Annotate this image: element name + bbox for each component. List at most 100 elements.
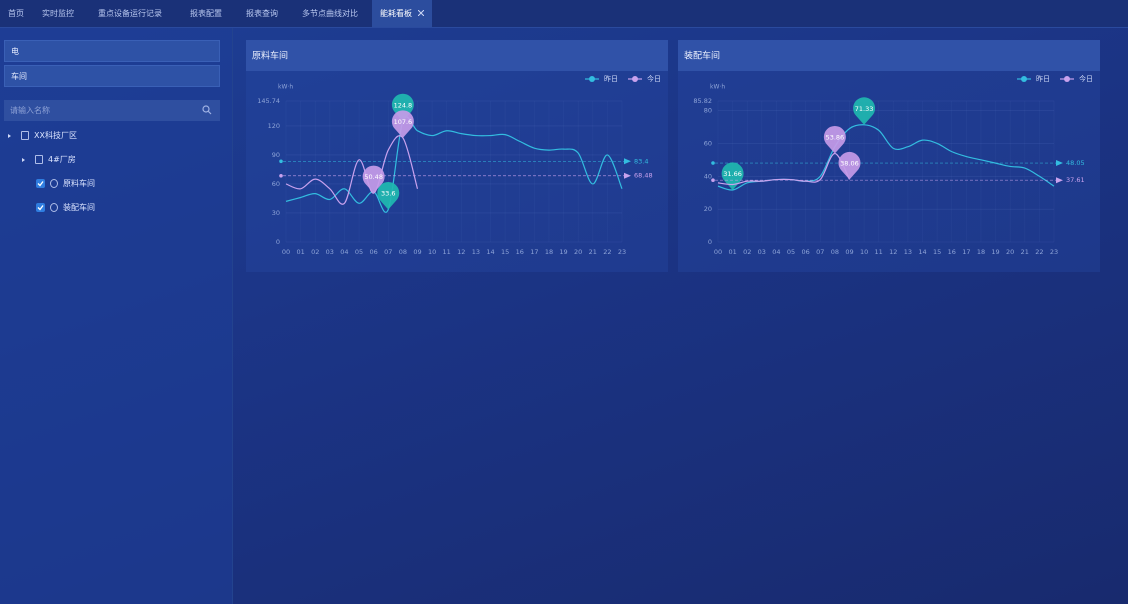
y-tick-label: 20 — [704, 205, 712, 213]
x-tick-label: 11 — [443, 248, 451, 256]
chart: 原料车间 kW·h 0 30 60 90 120 145.74 00 01 02 03 04 05 06 07… — [246, 40, 668, 272]
legend-dot — [632, 76, 638, 82]
x-tick-label: 17 — [530, 248, 538, 256]
energy-select[interactable]: 电 — [4, 40, 220, 62]
average-start — [711, 178, 715, 183]
x-tick-label: 09 — [413, 248, 421, 256]
checkbox — [36, 203, 45, 212]
tab[interactable]: 首页 — [8, 9, 24, 18]
y-unit: kW·h — [710, 84, 725, 91]
x-tick-label: 09 — [845, 248, 853, 256]
tree-node[interactable]: 原料车间 — [36, 177, 95, 191]
tab[interactable]: 重点设备运行记录 — [98, 9, 162, 18]
y-tick-label: 60 — [704, 139, 712, 147]
average-start — [711, 161, 715, 165]
tab[interactable]: 实时监控 — [42, 9, 74, 18]
legend-dot — [1064, 76, 1070, 82]
legend-label: 今日 — [647, 74, 661, 83]
close-icon[interactable] — [417, 9, 425, 17]
y-tick-label: 80 — [704, 107, 712, 115]
panel-header — [246, 40, 668, 71]
series-line — [285, 135, 419, 205]
x-tick-label: 19 — [559, 248, 567, 256]
chart-title: 原料车间 — [252, 50, 288, 62]
x-tick-label: 23 — [1050, 248, 1058, 256]
tab[interactable]: 报表配置 — [190, 9, 222, 18]
chart: 装配车间 kW·h 0 20 40 60 80 85.82 00 01 02 03 04 05 06 07 08… — [678, 40, 1100, 272]
x-tick-label: 05 — [787, 248, 795, 256]
marker-label: 71.33 — [855, 105, 874, 113]
x-tick-label: 00 — [714, 248, 722, 256]
search-placeholder: 请输入名称 — [10, 106, 50, 115]
x-tick-label: 03 — [326, 248, 334, 256]
average-arrow — [1056, 177, 1063, 184]
x-tick-label: 04 — [340, 248, 348, 256]
marker-pin — [853, 97, 876, 125]
tab[interactable]: 能耗看板 — [372, 0, 432, 27]
x-tick-label: 22 — [1035, 248, 1043, 256]
x-tick-label: 21 — [589, 248, 597, 256]
average-label: 48.05 — [1066, 159, 1085, 167]
node-icon — [50, 203, 58, 212]
sidebar: 电 车间 请输入名称 XX科技厂区 4#厂房原料车间装配车间 — [0, 28, 233, 604]
y-tick-label: 40 — [704, 172, 712, 180]
x-tick-label: 02 — [743, 248, 751, 256]
average-arrow — [624, 158, 631, 165]
tree-node[interactable]: 4#厂房 — [22, 153, 76, 167]
x-tick-label: 10 — [860, 248, 868, 256]
marker-pin — [823, 125, 846, 154]
marker-label: 107.6 — [394, 118, 413, 126]
marker-pin — [377, 181, 400, 210]
x-tick-label: 21 — [1021, 248, 1029, 256]
marker-pin — [391, 110, 414, 138]
node-label: XX科技厂区 — [34, 131, 77, 140]
x-tick-label: 06 — [370, 248, 378, 256]
series-line — [717, 152, 851, 186]
marker-label: 31.66 — [723, 170, 742, 178]
x-tick-label: 10 — [428, 248, 436, 256]
tab[interactable]: 多节点曲线对比 — [302, 9, 358, 18]
x-tick-label: 07 — [384, 248, 392, 256]
y-unit: kW·h — [278, 84, 293, 91]
search-input[interactable]: 请输入名称 — [4, 100, 220, 121]
marker-pin — [838, 151, 861, 180]
average-label: 68.48 — [634, 172, 653, 180]
node-icon — [21, 131, 29, 140]
x-tick-label: 02 — [311, 248, 319, 256]
y-tick-label: 85.82 — [693, 97, 712, 105]
x-tick-label: 14 — [918, 248, 926, 256]
expand-arrow — [8, 133, 11, 138]
y-tick-label: 30 — [272, 209, 280, 217]
x-tick-label: 08 — [831, 248, 839, 256]
x-tick-label: 14 — [486, 248, 494, 256]
x-tick-label: 20 — [574, 248, 582, 256]
series-line — [285, 116, 623, 213]
marker-label: 33.6 — [381, 189, 395, 197]
level-select[interactable]: 车间 — [4, 65, 220, 87]
x-tick-label: 18 — [977, 248, 985, 256]
node-icon — [50, 179, 58, 188]
legend-dot — [589, 76, 595, 82]
average-arrow — [1056, 160, 1063, 167]
marker-label: 124.8 — [394, 101, 413, 109]
average-label: 83.4 — [634, 157, 648, 165]
tree-node[interactable]: 装配车间 — [36, 201, 95, 215]
y-tick-label: 90 — [272, 151, 280, 159]
y-tick-label: 60 — [272, 180, 280, 188]
x-tick-label: 13 — [472, 248, 480, 256]
tab[interactable]: 报表查询 — [246, 9, 278, 18]
legend-label: 昨日 — [1036, 74, 1050, 83]
marker-pin — [362, 165, 385, 194]
tree-node[interactable]: XX科技厂区 — [8, 129, 77, 143]
x-tick-label: 15 — [501, 248, 509, 256]
node-label: 4#厂房 — [48, 155, 76, 164]
x-tick-label: 01 — [728, 248, 736, 256]
node-label: 装配车间 — [63, 203, 95, 212]
x-tick-label: 23 — [618, 248, 626, 256]
y-tick-label: 0 — [276, 238, 280, 246]
x-tick-label: 04 — [772, 248, 780, 256]
x-tick-label: 13 — [904, 248, 912, 256]
x-tick-label: 17 — [962, 248, 970, 256]
chart-title: 装配车间 — [684, 50, 720, 62]
